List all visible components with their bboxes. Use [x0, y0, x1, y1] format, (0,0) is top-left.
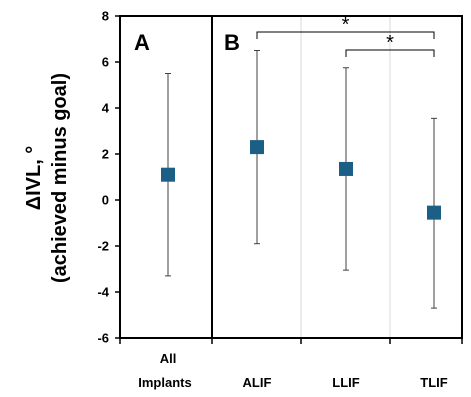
y-tick-label: -2 [97, 239, 109, 254]
panel-label-a: A [134, 30, 150, 55]
y-tick-label: 8 [102, 9, 109, 24]
y-ticks: 8 6 4 2 0 -2 -4 -6 [97, 9, 120, 346]
data-point-llif [339, 161, 353, 176]
significance-star: * [386, 32, 394, 54]
gridlines [300, 16, 391, 338]
panel-label-b: B [224, 30, 240, 55]
labels: A All Implants B ALIF LLIF TLIF [134, 30, 448, 390]
y-tick-label: 4 [102, 101, 110, 116]
x-category-label: LLIF [332, 375, 359, 390]
y-tick-label: -6 [97, 331, 109, 346]
y-tick-label: -4 [97, 285, 109, 300]
data-point-all [161, 167, 175, 182]
significance-bracket [256, 31, 435, 39]
y-tick-label: 2 [102, 147, 109, 162]
x-category-label: TLIF [420, 375, 447, 390]
x-category-label-line1: All [160, 351, 177, 366]
axes [119, 15, 463, 344]
x-category-label: ALIF [243, 375, 272, 390]
plot-frame [119, 15, 463, 339]
y-tick-label: 6 [102, 55, 109, 70]
significance-star: * [342, 14, 350, 36]
data-point-alif [250, 140, 264, 155]
significance-brackets: ** [256, 14, 435, 57]
y-tick-label: 0 [102, 193, 109, 208]
data-marks [161, 50, 441, 309]
y-axis-title-line2: (achieved minus goal) [49, 73, 71, 283]
y-axis-title-line1: ΔIVL, ° [23, 146, 45, 211]
x-category-label-line2: Implants [138, 375, 191, 390]
significance-bracket [345, 49, 435, 57]
data-point-tlif [427, 205, 441, 220]
